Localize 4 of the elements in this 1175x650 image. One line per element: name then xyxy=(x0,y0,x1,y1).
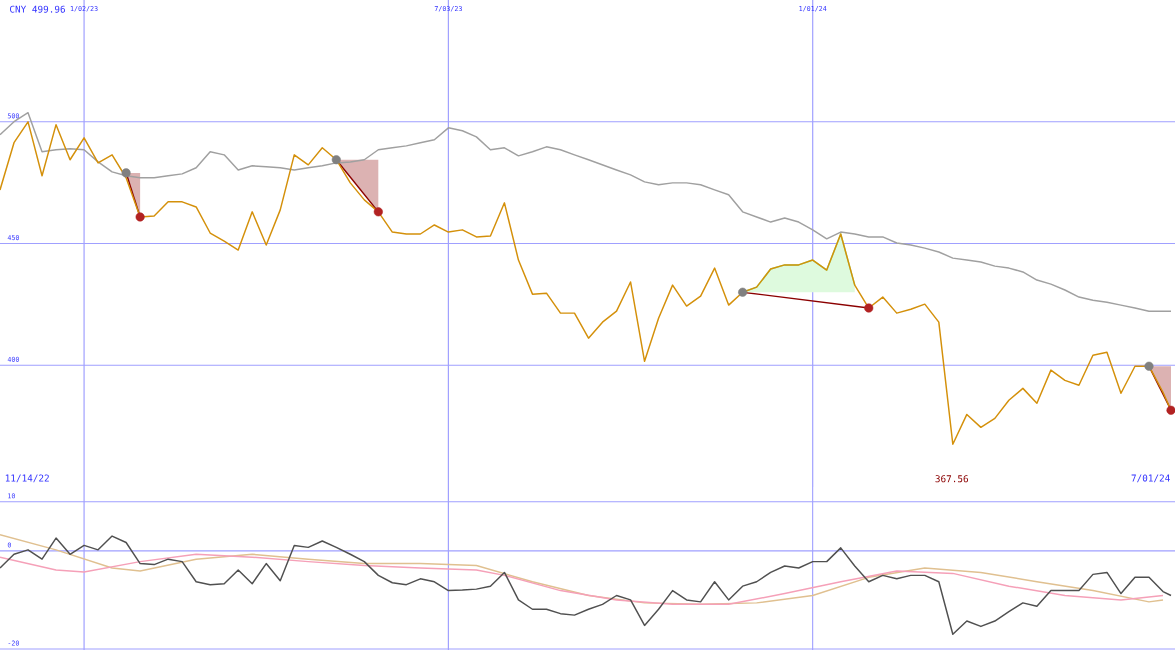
annotation: CNY 499.96 xyxy=(10,5,65,13)
annotation: 7/01/24 xyxy=(1131,474,1170,483)
annotation: 11/14/22 xyxy=(5,474,49,483)
annotation: 367.56 xyxy=(935,475,969,483)
